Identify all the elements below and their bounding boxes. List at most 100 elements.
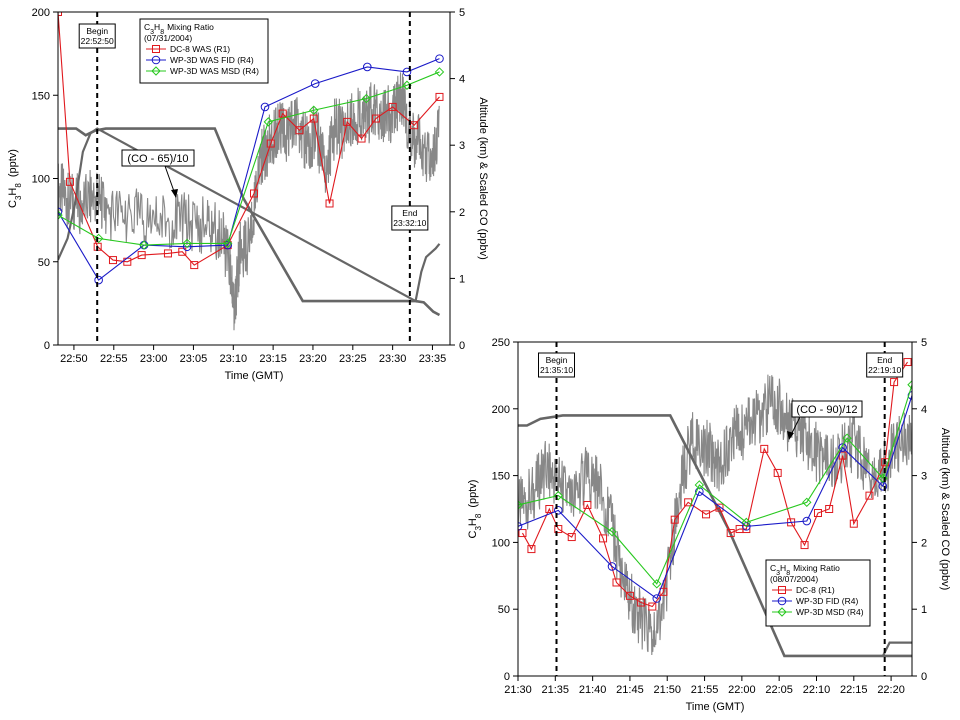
data-point bbox=[58, 210, 63, 220]
begin-box bbox=[538, 352, 576, 378]
x-tick-label: 22:10 bbox=[803, 684, 831, 696]
data-point bbox=[182, 238, 192, 249]
legend-entry: WP-3D MSD (R4) bbox=[796, 607, 864, 617]
series-3 bbox=[58, 67, 445, 250]
x-tick-label: 22:50 bbox=[60, 353, 88, 365]
y2-tick-label: 4 bbox=[921, 404, 927, 416]
co-annotation: (CO - 90)/12 bbox=[787, 400, 863, 440]
data-point bbox=[295, 126, 304, 135]
data-point bbox=[278, 109, 287, 118]
series-1 bbox=[58, 12, 444, 270]
chart-panel-2: 21:30 21:35 21:40 21:45 21:50 21:55 22:00 22:05… bbox=[467, 337, 951, 713]
y-axis-label-part: H bbox=[467, 518, 479, 526]
y2-tick-label: 5 bbox=[921, 337, 927, 349]
data-point bbox=[435, 54, 444, 63]
data-point bbox=[190, 261, 199, 270]
y-axis-label-part: (pptv) bbox=[467, 480, 479, 508]
data-point bbox=[309, 114, 318, 123]
begin-box bbox=[78, 23, 116, 49]
data-point bbox=[890, 378, 899, 387]
y-tick-label: 200 bbox=[492, 404, 510, 416]
data-point bbox=[402, 80, 412, 90]
co-label-box bbox=[791, 400, 863, 418]
legend-marker bbox=[778, 586, 786, 594]
data-point bbox=[702, 510, 711, 519]
data-point bbox=[223, 238, 233, 249]
legend-marker bbox=[777, 607, 787, 617]
data-point bbox=[310, 79, 320, 88]
data-point bbox=[263, 117, 274, 127]
series-line bbox=[518, 395, 912, 600]
data-point bbox=[65, 177, 74, 186]
data-point bbox=[554, 525, 563, 534]
legend-title-part: 8 bbox=[160, 29, 164, 36]
x-axis-label: Time (GMT) bbox=[686, 701, 745, 713]
legend: C3H8 Mixing Ratio(07/31/2004)DC-8 WAS (R1… bbox=[139, 18, 269, 84]
co-label-box bbox=[121, 149, 195, 167]
series-line bbox=[58, 12, 440, 266]
data-point bbox=[726, 529, 735, 538]
data-point bbox=[435, 92, 444, 101]
x-tick-label: 23:00 bbox=[140, 353, 168, 365]
legend-title-part: C bbox=[770, 563, 776, 573]
legend-title-part: C bbox=[144, 22, 150, 32]
data-point bbox=[881, 458, 890, 467]
y-axis-label-part: C bbox=[7, 200, 19, 208]
x-tick-label: 21:35 bbox=[542, 684, 570, 696]
series-3 bbox=[518, 380, 912, 589]
y-axis-label-part: H bbox=[7, 188, 19, 196]
x-tick-label: 22:20 bbox=[877, 684, 905, 696]
co-annotation: (CO - 65)/10 bbox=[121, 149, 195, 198]
y2-axis-label: Altitude (km) & Scaled CO (ppbv) bbox=[939, 428, 951, 591]
data-point bbox=[599, 534, 608, 543]
legend-entry: WP-3D FID (R4) bbox=[796, 596, 859, 606]
y2-tick-label: 2 bbox=[459, 207, 465, 219]
y-tick-label: 150 bbox=[492, 471, 510, 483]
chart-panel-1: 22:50 22:55 23:00 23:05 23:10 23:15 23:20 23:25… bbox=[7, 7, 489, 382]
data-point bbox=[800, 541, 809, 550]
x-tick-label: 22:05 bbox=[765, 684, 793, 696]
data-point bbox=[607, 562, 617, 571]
data-point bbox=[907, 380, 912, 390]
data-point bbox=[362, 62, 372, 72]
data-point bbox=[325, 199, 334, 208]
legend-title: C3H8 Mixing Ratio bbox=[144, 22, 214, 36]
legend: C3H8 Mixing Ratio(08/07/2004)DC-8 (R1)WP-… bbox=[765, 559, 871, 627]
x-tick-label: 21:45 bbox=[616, 684, 644, 696]
data-point bbox=[108, 256, 117, 265]
data-point bbox=[567, 533, 576, 542]
data-point bbox=[741, 517, 752, 528]
y2-tick-label: 4 bbox=[459, 74, 465, 86]
data-point bbox=[625, 591, 634, 600]
y-axis-label-part: 3 bbox=[474, 526, 483, 531]
x-tick-label: 21:30 bbox=[504, 684, 532, 696]
legend-title-part: H bbox=[154, 22, 160, 32]
legend-box bbox=[139, 18, 269, 84]
data-point bbox=[553, 490, 564, 501]
data-point bbox=[652, 579, 662, 589]
legend-entry: DC-8 WAS (R1) bbox=[170, 44, 230, 54]
data-point bbox=[878, 473, 888, 483]
series-line bbox=[518, 384, 912, 585]
end-box bbox=[391, 205, 429, 231]
co-arrowhead bbox=[787, 431, 794, 440]
end-label: End bbox=[402, 208, 417, 218]
data-point bbox=[903, 358, 912, 367]
y-tick-label: 50 bbox=[38, 257, 50, 269]
y2-tick-label: 1 bbox=[459, 273, 465, 285]
data-point bbox=[94, 275, 103, 285]
x-axis-label: Time (GMT) bbox=[225, 370, 284, 382]
data-point bbox=[553, 506, 563, 515]
y-tick-label: 50 bbox=[498, 604, 510, 616]
data-point bbox=[388, 102, 397, 111]
legend-marker bbox=[152, 45, 160, 53]
legend-title-part: 3 bbox=[776, 570, 780, 577]
data-point bbox=[838, 443, 847, 452]
data-point bbox=[813, 509, 822, 518]
data-point bbox=[260, 102, 270, 112]
data-point bbox=[865, 491, 874, 500]
co-trace bbox=[58, 72, 440, 331]
data-point bbox=[139, 240, 149, 250]
